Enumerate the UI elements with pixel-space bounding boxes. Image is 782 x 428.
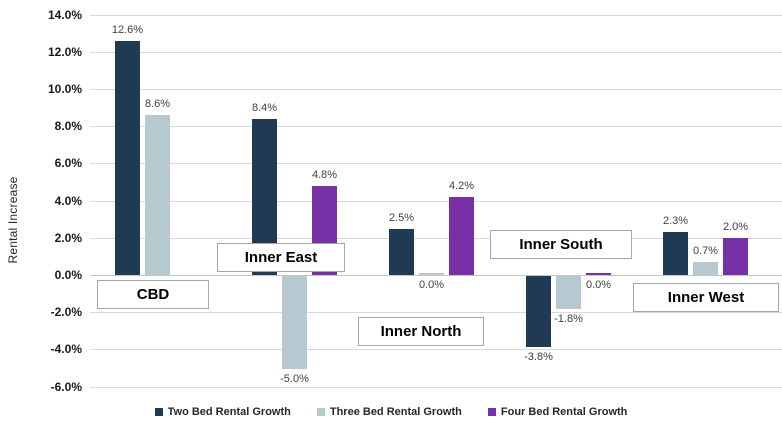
category-box-inner-east: Inner East (217, 243, 345, 272)
bar-cbd-two-bed (115, 40, 140, 275)
category-box-inner-west: Inner West (633, 283, 779, 312)
bar-value-label: 0.0% (585, 279, 612, 291)
bar-value-label: 8.6% (144, 98, 171, 111)
bar-inner-north-three-bed (419, 273, 444, 275)
legend-swatch-icon (316, 408, 325, 416)
bar-value-label: -3.8% (524, 350, 553, 363)
bar-value-label: 4.2% (448, 179, 475, 192)
gridline (90, 312, 782, 314)
bar-inner-north-two-bed (389, 228, 414, 275)
zero-gridline (90, 275, 782, 276)
gridline (90, 349, 782, 351)
bar-value-label: 2.0% (722, 220, 749, 233)
gridline (90, 51, 782, 53)
bar-value-label: 0.7% (692, 244, 719, 257)
y-tick-label: 6.0% (54, 156, 82, 171)
bar-value-label: 2.3% (662, 215, 689, 228)
category-box-inner-north: Inner North (358, 317, 484, 346)
y-tick-label: -4.0% (50, 342, 82, 357)
bar-cbd-three-bed (145, 115, 170, 275)
legend-item-four-bed: Four Bed Rental Growth (487, 406, 628, 418)
y-tick-label: 2.0% (54, 230, 82, 245)
y-tick-label: 8.0% (54, 119, 82, 134)
category-box-cbd: CBD (97, 280, 209, 309)
bar-value-label: 8.4% (251, 101, 278, 114)
y-tick-label: -2.0% (50, 305, 82, 320)
bar-value-label: 0.0% (418, 279, 445, 291)
gridline (90, 200, 782, 202)
bar-inner-west-three-bed (693, 261, 718, 275)
gridline (90, 14, 782, 16)
legend-label: Four Bed Rental Growth (500, 406, 628, 418)
bar-inner-south-two-bed (526, 276, 551, 347)
legend-item-two-bed: Two Bed Rental Growth (154, 406, 291, 418)
bar-inner-south-three-bed (556, 276, 581, 310)
legend-swatch-icon (487, 408, 496, 416)
legend-label: Two Bed Rental Growth (167, 406, 291, 418)
bar-inner-west-two-bed (663, 232, 688, 275)
bar-inner-east-three-bed (282, 276, 307, 369)
y-tick-label: 12.0% (47, 44, 82, 59)
gridline (90, 126, 782, 128)
y-axis-title: Rental Increase (6, 176, 20, 264)
legend: Two Bed Rental Growth Three Bed Rental Gr… (0, 406, 782, 418)
bar-value-label: 12.6% (111, 23, 144, 36)
y-tick-label: 0.0% (54, 268, 82, 282)
y-tick-label: -6.0% (50, 379, 82, 394)
bar-inner-north-four-bed (449, 196, 474, 275)
gridline (90, 386, 782, 388)
bar-value-label: -1.8% (554, 313, 583, 326)
category-box-inner-south: Inner South (490, 230, 632, 259)
gridline (90, 163, 782, 165)
y-tick-label: 14.0% (47, 7, 82, 22)
bar-value-label: 4.8% (311, 168, 338, 181)
gridline (90, 237, 782, 239)
legend-item-three-bed: Three Bed Rental Growth (316, 406, 462, 418)
bar-inner-west-four-bed (723, 237, 748, 275)
legend-label: Three Bed Rental Growth (329, 406, 462, 418)
legend-swatch-icon (154, 408, 163, 416)
gridline (90, 89, 782, 90)
y-tick-label: 4.0% (54, 193, 82, 208)
bar-inner-south-four-bed (586, 273, 611, 275)
bar-value-label: -5.0% (280, 373, 309, 385)
y-tick-label: 10.0% (47, 82, 82, 96)
bar-value-label: 2.5% (388, 211, 415, 224)
